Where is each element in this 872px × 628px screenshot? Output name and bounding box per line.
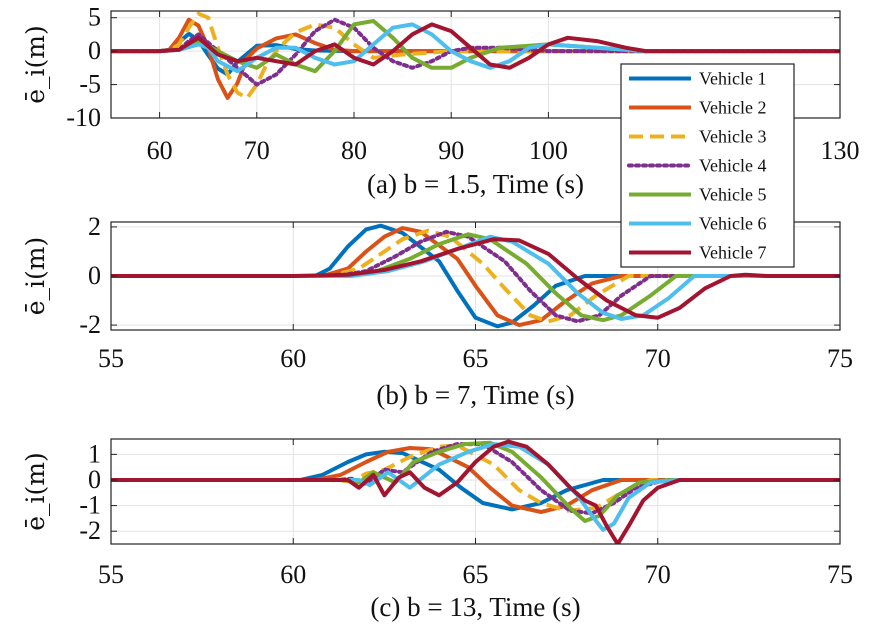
panel-caption: (b) b = 7, Time (s) — [376, 380, 574, 410]
panel-caption: (a) b = 1.5, Time (s) — [367, 169, 584, 199]
y-axis-label: ē_i(m) — [21, 25, 50, 104]
y-tick-label: -10 — [66, 103, 101, 132]
y-axis-label: ē_i(m) — [21, 452, 50, 531]
y-tick-label: -5 — [79, 70, 101, 99]
y-tick-label: 1 — [88, 439, 101, 468]
series-line-vehicle-7 — [111, 237, 840, 320]
legend-label: Vehicle 7 — [699, 243, 766, 263]
legend-label: Vehicle 4 — [699, 156, 766, 176]
series-line-vehicle-4 — [111, 17, 840, 87]
x-tick-label: 130 — [821, 136, 860, 165]
x-tick-label: 70 — [645, 560, 671, 589]
y-tick-label: -1 — [79, 491, 101, 520]
y-tick-label: 0 — [88, 36, 101, 65]
x-tick-label: 60 — [280, 344, 306, 373]
y-tick-label: 2 — [88, 212, 101, 241]
x-tick-label: 65 — [463, 344, 489, 373]
x-tick-label: 80 — [341, 136, 367, 165]
series-line-vehicle-2 — [111, 446, 840, 514]
series-line-vehicle-5 — [111, 440, 840, 523]
y-axis-label: ē_i(m) — [21, 237, 50, 316]
panel-b: 55 60 65 70 75 2 0 -2 ē_i(m) (b) b = 7, Time (s) — [21, 212, 853, 410]
x-tick-label: 75 — [827, 344, 853, 373]
x-tick-label: 60 — [147, 136, 173, 165]
x-tick-label: 55 — [98, 560, 124, 589]
x-tick-label: 65 — [463, 560, 489, 589]
series-line-vehicle-7 — [111, 22, 840, 70]
series-group — [111, 439, 840, 544]
legend: Vehicle 1 Vehicle 2 Vehicle 3 Vehicle 4 Vehi… — [620, 63, 795, 268]
legend-label: Vehicle 3 — [699, 127, 766, 147]
series-line-vehicle-3 — [111, 11, 840, 100]
series-group — [111, 11, 840, 100]
series-line-vehicle-3 — [111, 443, 840, 513]
y-tick-label: -2 — [79, 516, 101, 545]
panel-c: 55 60 65 70 75 10-1-2 ē_i(m) (c) b = 13, Time (… — [21, 438, 853, 622]
x-tick-label: 55 — [98, 344, 124, 373]
panel-caption: (c) b = 13, Time (s) — [370, 592, 580, 622]
legend-label: Vehicle 5 — [699, 185, 766, 205]
x-tick-label: 60 — [280, 560, 306, 589]
axes-box — [110, 10, 841, 119]
series-line-vehicle-6 — [111, 442, 840, 532]
y-tick-label: -2 — [79, 310, 101, 339]
series-line-vehicle-1 — [111, 223, 840, 329]
legend-label: Vehicle 6 — [699, 214, 766, 234]
y-tick-label: 0 — [88, 465, 101, 494]
x-tick-label: 90 — [438, 136, 464, 165]
series-group — [111, 223, 840, 329]
y-tick-label: 5 — [88, 3, 101, 32]
x-tick-label: 75 — [827, 560, 853, 589]
series-line-vehicle-2 — [111, 17, 840, 100]
x-tick-label: 70 — [244, 136, 270, 165]
series-line-vehicle-7 — [111, 439, 840, 544]
x-tick-label: 70 — [645, 344, 671, 373]
legend-label: Vehicle 1 — [699, 69, 766, 89]
x-tick-label: 100 — [529, 136, 568, 165]
y-tick-label: 0 — [88, 261, 101, 290]
legend-label: Vehicle 2 — [699, 98, 766, 118]
